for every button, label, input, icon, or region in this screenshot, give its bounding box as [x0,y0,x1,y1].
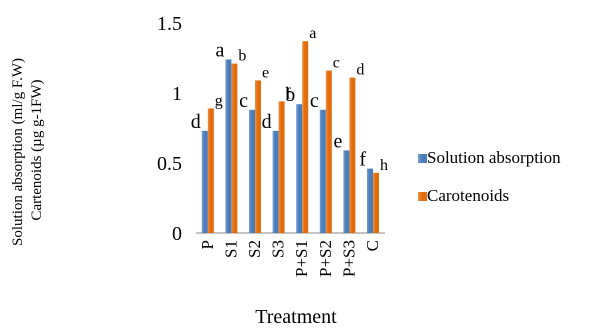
y-axis-label: Solution absorption (ml/g F.W) Cartenoid… [10,58,45,246]
bars [201,41,379,234]
bar-solution-absorption-5 [319,109,326,233]
significance-letter: f [359,149,366,171]
legend-label: Solution absorption [427,148,561,167]
x-axis-label: Treatment [255,306,337,327]
x-axis-tick-labels: P S1 S2 S3 P+S1 P+S2 P+S3 C [198,240,382,277]
x-tick-label: S3 [269,240,288,258]
bar-carotenoids-2 [255,80,261,234]
y-axis-label-line-1: Solution absorption (ml/g F.W) [10,58,26,246]
x-tick-label: P+S1 [292,240,311,277]
legend-swatch [418,154,427,163]
x-tick-label: S2 [245,240,264,258]
significance-letter: b [238,48,246,65]
bar-solution-absorption-1 [225,59,232,234]
significance-letter: a [216,39,225,61]
x-tick-label: P+S2 [316,240,335,277]
bar-solution-absorption-3 [272,130,279,233]
significance-letter: e [262,64,269,81]
significance-letter: c [239,90,248,112]
y-axis-label-line-2: Cartenoids (µg g-1FW) [29,79,45,220]
bar-solution-absorption-4 [296,104,303,233]
significance-letter: e [334,130,343,152]
significance-letter: h [380,157,388,174]
significance-letter: g [215,92,223,109]
x-tick-label: S1 [221,240,240,258]
y-tick-label: 1 [172,83,182,105]
x-tick-label: P [198,240,217,249]
legend: Solution absorption Carotenoids [418,148,561,205]
bar-carotenoids-1 [231,63,238,233]
legend-label: Carotenoids [427,186,509,205]
significance-letter: c [333,55,340,72]
y-tick-label: 0 [172,223,182,245]
significance-letter: b [285,84,295,106]
significance-letter: d [262,111,272,133]
y-tick-label: 1.5 [157,13,182,35]
bar-carotenoids-4 [302,41,309,234]
bar-carotenoids-3 [278,101,285,234]
bar-solution-absorption-6 [343,150,350,233]
bar-solution-absorption-7 [367,168,373,233]
significance-letter: a [309,25,316,42]
y-axis-ticks: 0 0.5 1 1.5 [157,13,182,245]
significance-letter: d [356,62,364,79]
significance-letter: c [310,90,319,112]
bar-solution-absorption-2 [249,109,255,233]
y-tick-label: 0.5 [157,153,182,175]
bar-carotenoids-0 [207,108,214,233]
significance-letter: d [191,111,201,133]
bar-solution-absorption-0 [201,130,208,233]
x-tick-label: P+S3 [339,240,358,277]
legend-swatch [418,192,427,201]
bar-carotenoids-6 [349,77,356,233]
bar-carotenoids-5 [325,70,332,233]
bar-carotenoids-7 [373,172,379,233]
significance-letter: f [286,85,292,102]
x-tick-label: C [363,240,382,251]
